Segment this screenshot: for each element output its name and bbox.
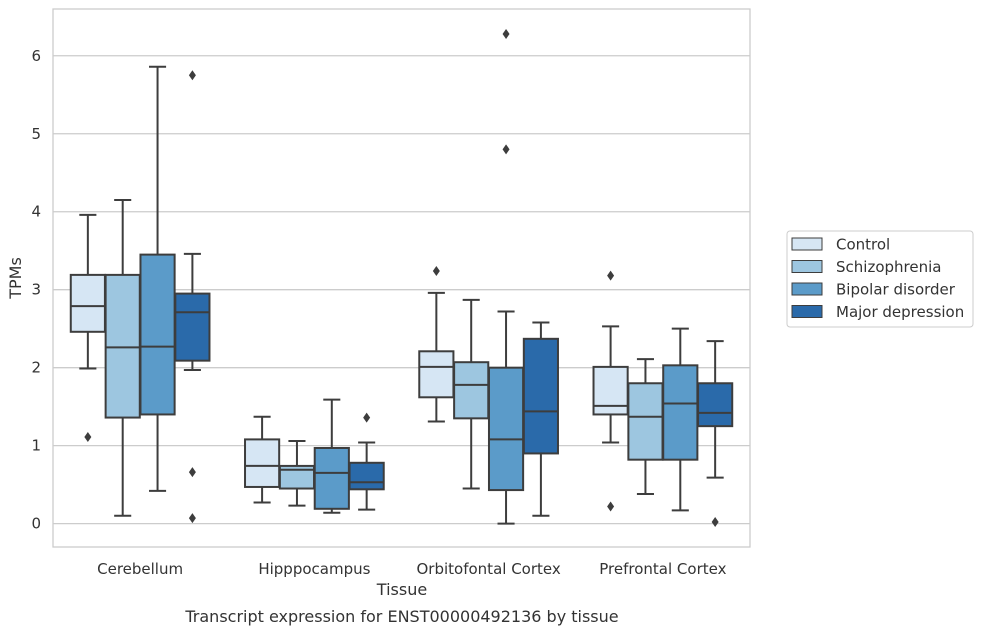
legend-label: Major depression bbox=[836, 303, 964, 321]
series-major-depression bbox=[174, 70, 734, 528]
outlier-point bbox=[188, 467, 196, 478]
outlier-point bbox=[188, 513, 196, 524]
x-axis-tick-labels: Cerebellum Hipppocampus Orbitofontal Corte… bbox=[97, 560, 726, 578]
outlier-point bbox=[711, 517, 719, 528]
series-schizophrenia bbox=[104, 199, 664, 517]
y-tick-label-1: 1 bbox=[31, 437, 41, 455]
series-control bbox=[69, 213, 629, 512]
box bbox=[487, 366, 525, 492]
y-tick-label-0: 0 bbox=[31, 515, 41, 533]
x-tick-label-orbitofontal-cortex: Orbitofontal Cortex bbox=[417, 560, 561, 578]
plot-area-frame bbox=[52, 8, 751, 548]
legend-swatch bbox=[791, 237, 823, 251]
box bbox=[174, 292, 211, 362]
x-tick-label-hipppocampus: Hipppocampus bbox=[258, 560, 370, 578]
outlier-point bbox=[188, 70, 196, 81]
box bbox=[697, 382, 734, 428]
legend-frame bbox=[786, 230, 974, 328]
box bbox=[627, 382, 664, 461]
box-series-layer bbox=[69, 28, 734, 528]
y-axis-tick-labels: 0 1 2 3 4 5 6 bbox=[31, 47, 41, 533]
y-tick-label-5: 5 bbox=[31, 125, 41, 143]
y-tick-label-6: 6 bbox=[31, 47, 41, 65]
outlier-point bbox=[607, 501, 615, 512]
x-tick-label-prefrontal-cortex: Prefrontal Cortex bbox=[599, 560, 726, 578]
x-tick-label-cerebellum: Cerebellum bbox=[97, 560, 183, 578]
legend-swatch bbox=[791, 260, 823, 273]
y-tick-label-2: 2 bbox=[31, 359, 41, 377]
legend: Control Schizophrenia Bipolar disorder Majo… bbox=[786, 230, 974, 328]
box bbox=[418, 350, 455, 399]
outlier-point bbox=[363, 412, 371, 423]
x-axis-title: Tissue bbox=[376, 580, 427, 599]
legend-swatch bbox=[791, 282, 823, 296]
box bbox=[592, 365, 629, 416]
legend-label: Control bbox=[836, 236, 890, 254]
box bbox=[522, 337, 559, 455]
box bbox=[104, 273, 141, 419]
outlier-point bbox=[607, 270, 615, 281]
legend-label: Bipolar disorder bbox=[836, 281, 956, 299]
box bbox=[244, 438, 281, 488]
series-bipolar-disorder bbox=[139, 28, 699, 525]
y-tick-label-3: 3 bbox=[31, 281, 41, 299]
box bbox=[313, 446, 350, 510]
box bbox=[453, 361, 490, 420]
y-axis-title: TPMs bbox=[6, 257, 25, 300]
outlier-point bbox=[502, 144, 510, 155]
outlier-point bbox=[84, 432, 92, 443]
y-tick-label-4: 4 bbox=[31, 203, 41, 221]
legend-swatch bbox=[791, 305, 823, 318]
legend-label: Schizophrenia bbox=[836, 258, 941, 276]
box bbox=[139, 253, 176, 416]
box bbox=[662, 364, 699, 461]
outlier-point bbox=[502, 28, 510, 39]
figure-caption: Transcript expression for ENST0000049213… bbox=[184, 607, 618, 626]
box bbox=[69, 273, 106, 333]
box bbox=[348, 461, 385, 491]
outlier-point bbox=[432, 265, 440, 276]
